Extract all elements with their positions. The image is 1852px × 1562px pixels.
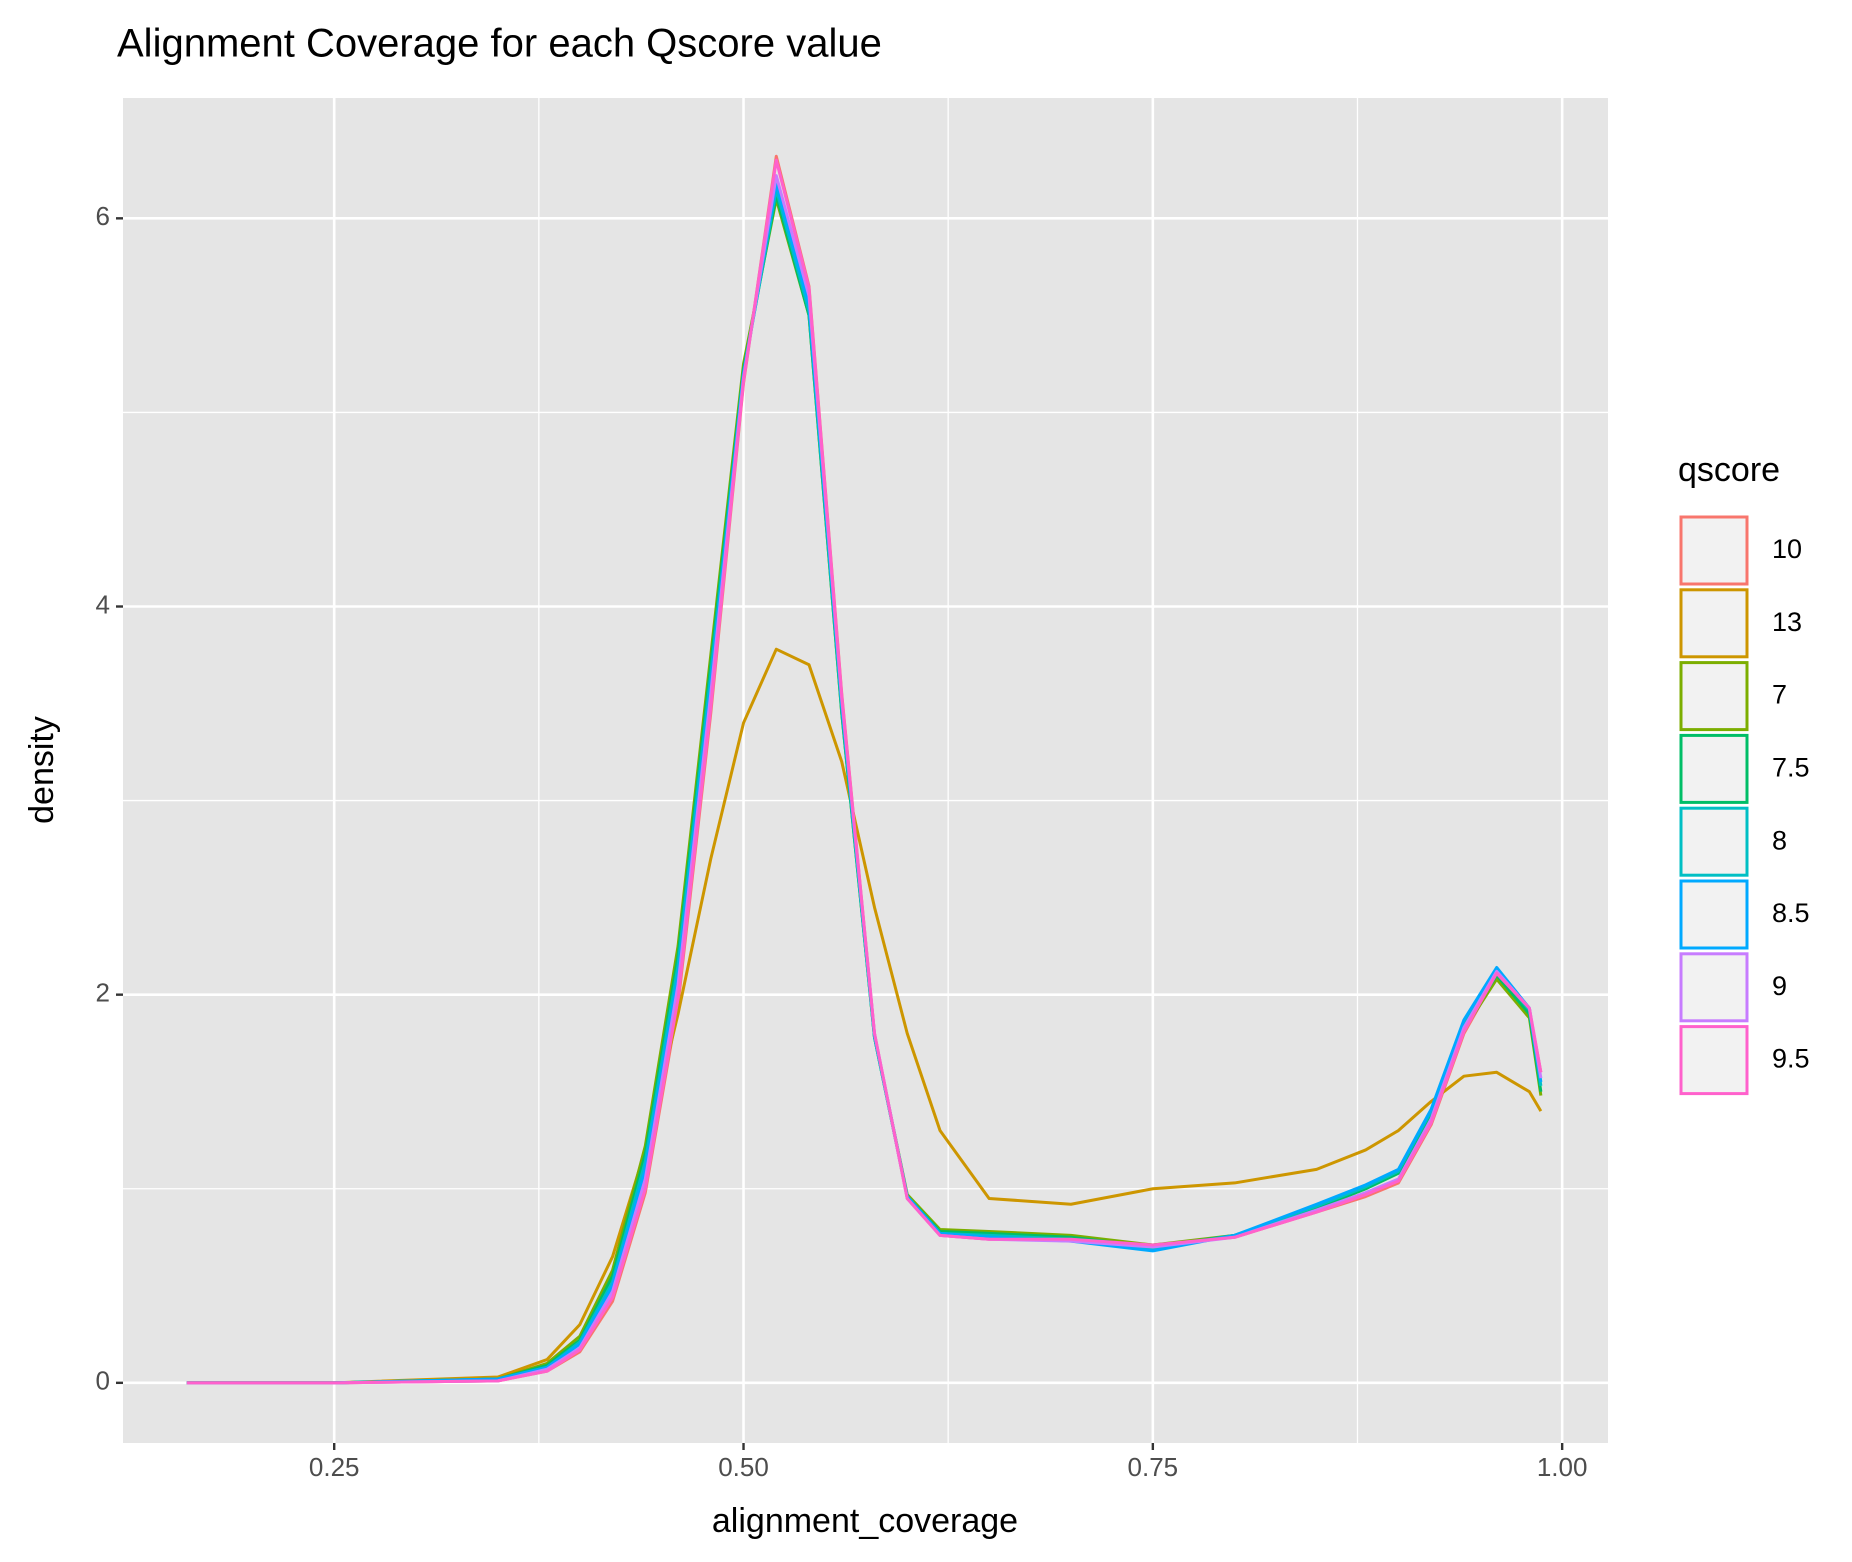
legend-key: [1679, 515, 1749, 586]
chart-title: Alignment Coverage for each Qscore value: [117, 22, 882, 66]
y-tick-label: 4: [96, 589, 110, 619]
legend-label: 8: [1772, 825, 1787, 855]
y-tick-label: 2: [96, 978, 110, 1008]
legend-label: 9: [1772, 971, 1787, 1001]
legend-label: 7.5: [1772, 753, 1810, 783]
y-tick-label: 6: [96, 201, 110, 231]
legend-key: [1679, 661, 1749, 732]
x-tick-label: 0.25: [309, 1452, 360, 1482]
legend-key: [1679, 1025, 1749, 1096]
legend-key: [1679, 952, 1749, 1023]
density-line: [186, 158, 1543, 1385]
legend-label: 10: [1772, 534, 1802, 564]
legend-key: [1679, 733, 1749, 804]
panel-background: [123, 98, 1608, 1443]
legend-key: [1679, 806, 1749, 877]
legend-label: 7: [1772, 680, 1787, 710]
legend-key: [1679, 879, 1749, 950]
x-tick-label: 0.75: [1128, 1452, 1179, 1482]
density-line: [186, 647, 1543, 1385]
y-tick-label: 0: [96, 1366, 110, 1396]
x-tick-label: 0.50: [718, 1452, 769, 1482]
lines: [186, 154, 1543, 1385]
axes: 0.25 0.50 0.75 1.00 0 2 4 6: [96, 201, 1588, 1482]
legend-key: [1679, 588, 1749, 659]
legend-label: 13: [1772, 607, 1802, 637]
y-axis-title: density: [23, 716, 61, 824]
x-axis-title: alignment_coverage: [712, 1502, 1018, 1540]
legend: qscore 10 13 7 7.5 8 8.5 9 9.5: [1678, 451, 1810, 1096]
legend-label: 9.5: [1772, 1044, 1810, 1074]
legend-title: qscore: [1678, 451, 1780, 489]
x-tick-label: 1.00: [1537, 1452, 1588, 1482]
legend-label: 8.5: [1772, 898, 1810, 928]
